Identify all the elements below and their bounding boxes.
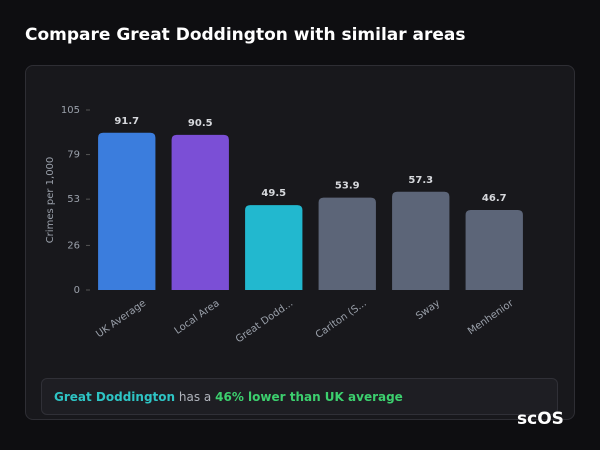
bar xyxy=(171,134,229,290)
logo: scOS xyxy=(517,409,564,429)
bar xyxy=(245,205,303,290)
y-tick-label: 26 xyxy=(67,240,80,251)
bar xyxy=(98,132,156,290)
x-tick-label: Menhenior xyxy=(466,297,516,337)
summary-area: Great Doddington xyxy=(54,390,176,404)
y-tick-label: 0 xyxy=(74,285,80,296)
bar xyxy=(465,209,523,290)
x-tick-label: Local Area xyxy=(173,298,222,337)
y-tick-label: 79 xyxy=(67,150,80,161)
bar xyxy=(392,191,450,290)
summary-text: has a xyxy=(178,390,212,404)
value-label: 49.5 xyxy=(261,188,286,199)
value-label: 90.5 xyxy=(188,118,213,129)
value-label: 53.9 xyxy=(335,181,360,192)
value-label: 57.3 xyxy=(408,175,433,186)
value-label: 46.7 xyxy=(482,193,507,204)
value-label: 91.7 xyxy=(114,116,139,127)
x-tick-label: Sway xyxy=(414,298,442,322)
x-tick-label: Carlton (S... xyxy=(314,298,369,341)
y-tick-label: 53 xyxy=(67,194,80,205)
summary-highlight: 46% lower than UK average xyxy=(215,390,403,404)
bar xyxy=(318,197,376,290)
page-title: Compare Great Doddington with similar ar… xyxy=(25,25,466,45)
x-tick-label: Great Dodd... xyxy=(234,298,295,345)
summary: Great Doddington has a 46% lower than UK… xyxy=(41,378,558,415)
y-tick-label: 105 xyxy=(61,105,80,116)
x-tick-label: UK Average xyxy=(94,298,148,340)
y-axis-label: Crimes per 1,000 xyxy=(45,157,56,244)
